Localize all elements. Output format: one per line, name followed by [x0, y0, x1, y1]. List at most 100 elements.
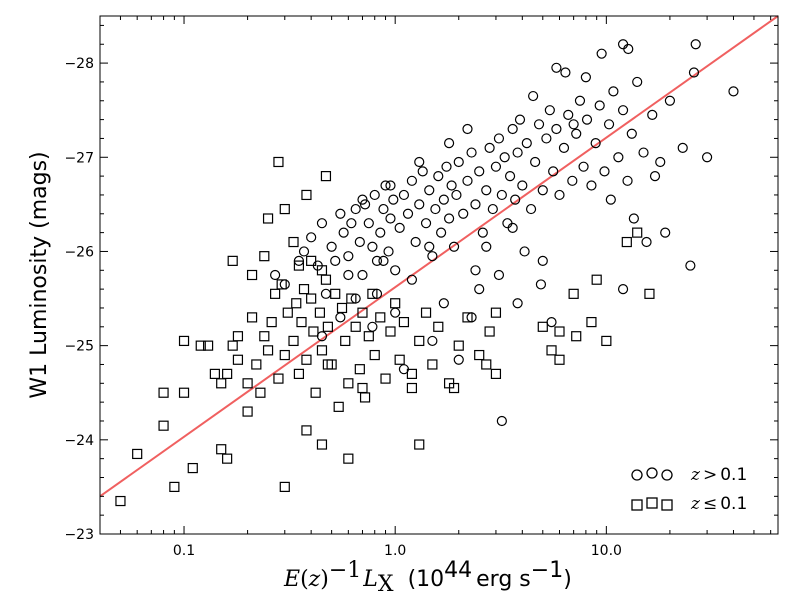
data-point-circle — [406, 175, 418, 186]
data-point-square — [259, 331, 270, 342]
data-point-circle — [306, 232, 317, 243]
data-point-square — [242, 406, 253, 417]
data-point-square — [259, 251, 270, 262]
data-point-circle — [690, 39, 701, 50]
data-point-square — [288, 236, 299, 248]
x-axis: 0.1 1.0 10.0 — [99, 16, 772, 559]
data-point-circle — [320, 288, 332, 299]
data-point-circle — [414, 156, 425, 168]
data-point-square — [310, 387, 321, 398]
data-point-circle — [521, 138, 532, 149]
data-point-circle — [567, 175, 578, 186]
data-point-square — [406, 368, 418, 379]
y-tick-label: −28 — [64, 56, 94, 72]
data-point-circle — [688, 67, 700, 78]
data-point-circle — [605, 194, 616, 205]
data-point-circle — [383, 246, 394, 257]
data-point-circle — [330, 255, 341, 266]
data-point-square — [354, 364, 365, 375]
data-point-circle — [551, 62, 562, 73]
data-point-circle — [388, 194, 399, 205]
data-point-square — [320, 171, 332, 182]
data-point-square — [178, 387, 190, 398]
data-point-square — [414, 439, 425, 450]
data-point-circle — [427, 251, 438, 262]
data-point-square — [537, 321, 548, 332]
data-point-circle — [647, 109, 658, 120]
data-point-circle — [517, 180, 528, 191]
data-point-square — [306, 293, 317, 304]
data-point-circle — [446, 180, 457, 191]
data-point-circle — [512, 298, 523, 309]
data-point-circle — [470, 265, 481, 276]
data-point-circle — [504, 171, 516, 182]
data-point-circle — [466, 147, 477, 158]
data-point-circle — [298, 246, 310, 257]
data-point-square — [448, 382, 460, 394]
data-point-circle — [512, 147, 523, 158]
data-point-circle — [462, 123, 473, 135]
data-point-circle — [551, 123, 562, 135]
data-point-circle — [493, 133, 505, 144]
data-point-circle — [474, 284, 485, 295]
data-point-square — [343, 378, 354, 389]
data-point-square — [453, 340, 464, 351]
legend: z >0.1 z ≤0.1 — [631, 465, 747, 514]
legend-circle-marker — [646, 467, 658, 479]
data-point-square — [414, 335, 425, 347]
data-point-square — [484, 326, 495, 337]
legend-square-marker — [661, 499, 673, 511]
data-point-circle — [496, 189, 507, 201]
data-point-square — [293, 260, 305, 271]
x-axis-title: E(z)−1LX (1044 erg s−1) — [283, 558, 572, 597]
data-point-square — [320, 274, 332, 285]
data-point-circle — [544, 105, 555, 116]
data-point-square — [359, 392, 371, 403]
legend-label-low-z: z ≤0.1 — [690, 494, 747, 514]
data-point-circle — [484, 142, 495, 153]
data-point-square — [406, 382, 418, 394]
data-point-circle — [453, 156, 464, 168]
data-point-square — [333, 401, 344, 412]
data-point-circle — [537, 185, 548, 196]
data-point-circle — [701, 152, 713, 163]
data-point-circle — [638, 147, 649, 158]
data-point-square — [232, 331, 244, 342]
data-point-square — [195, 340, 206, 351]
data-point-circle — [369, 189, 380, 201]
legend-entry-squares: z ≤0.1 — [631, 494, 747, 514]
data-point-circle — [367, 241, 378, 252]
data-point-circle — [568, 119, 579, 130]
data-point-circle — [378, 255, 389, 266]
data-point-square — [621, 236, 632, 248]
y-tick-label: −26 — [64, 244, 94, 260]
data-point-square — [433, 321, 444, 332]
data-point-circle — [338, 227, 349, 238]
data-point-square — [340, 335, 351, 347]
data-point-circle — [385, 180, 396, 191]
data-point-circle — [414, 199, 425, 210]
data-point-square — [314, 307, 325, 318]
data-point-circle — [535, 279, 547, 290]
data-point-circle — [537, 255, 548, 266]
data-point-square — [336, 302, 348, 314]
data-point-square — [357, 382, 368, 394]
data-point-circle — [448, 241, 460, 252]
data-point-square — [301, 354, 312, 365]
data-point-circle — [427, 335, 438, 347]
data-point-circle — [519, 246, 530, 257]
data-point-circle — [548, 166, 559, 177]
data-point-circle — [424, 185, 435, 196]
data-point-circle — [335, 208, 346, 219]
data-point-circle — [617, 284, 629, 295]
data-point-circle — [406, 274, 418, 285]
data-point-square — [293, 368, 305, 379]
data-point-circle — [586, 180, 597, 191]
data-point-square — [288, 335, 299, 347]
data-point-circle — [343, 251, 354, 262]
data-point-square — [481, 359, 492, 370]
data-point-square — [273, 373, 284, 384]
data-point-square — [632, 227, 643, 238]
data-point-circle — [563, 109, 574, 120]
data-point-circle — [617, 39, 629, 50]
